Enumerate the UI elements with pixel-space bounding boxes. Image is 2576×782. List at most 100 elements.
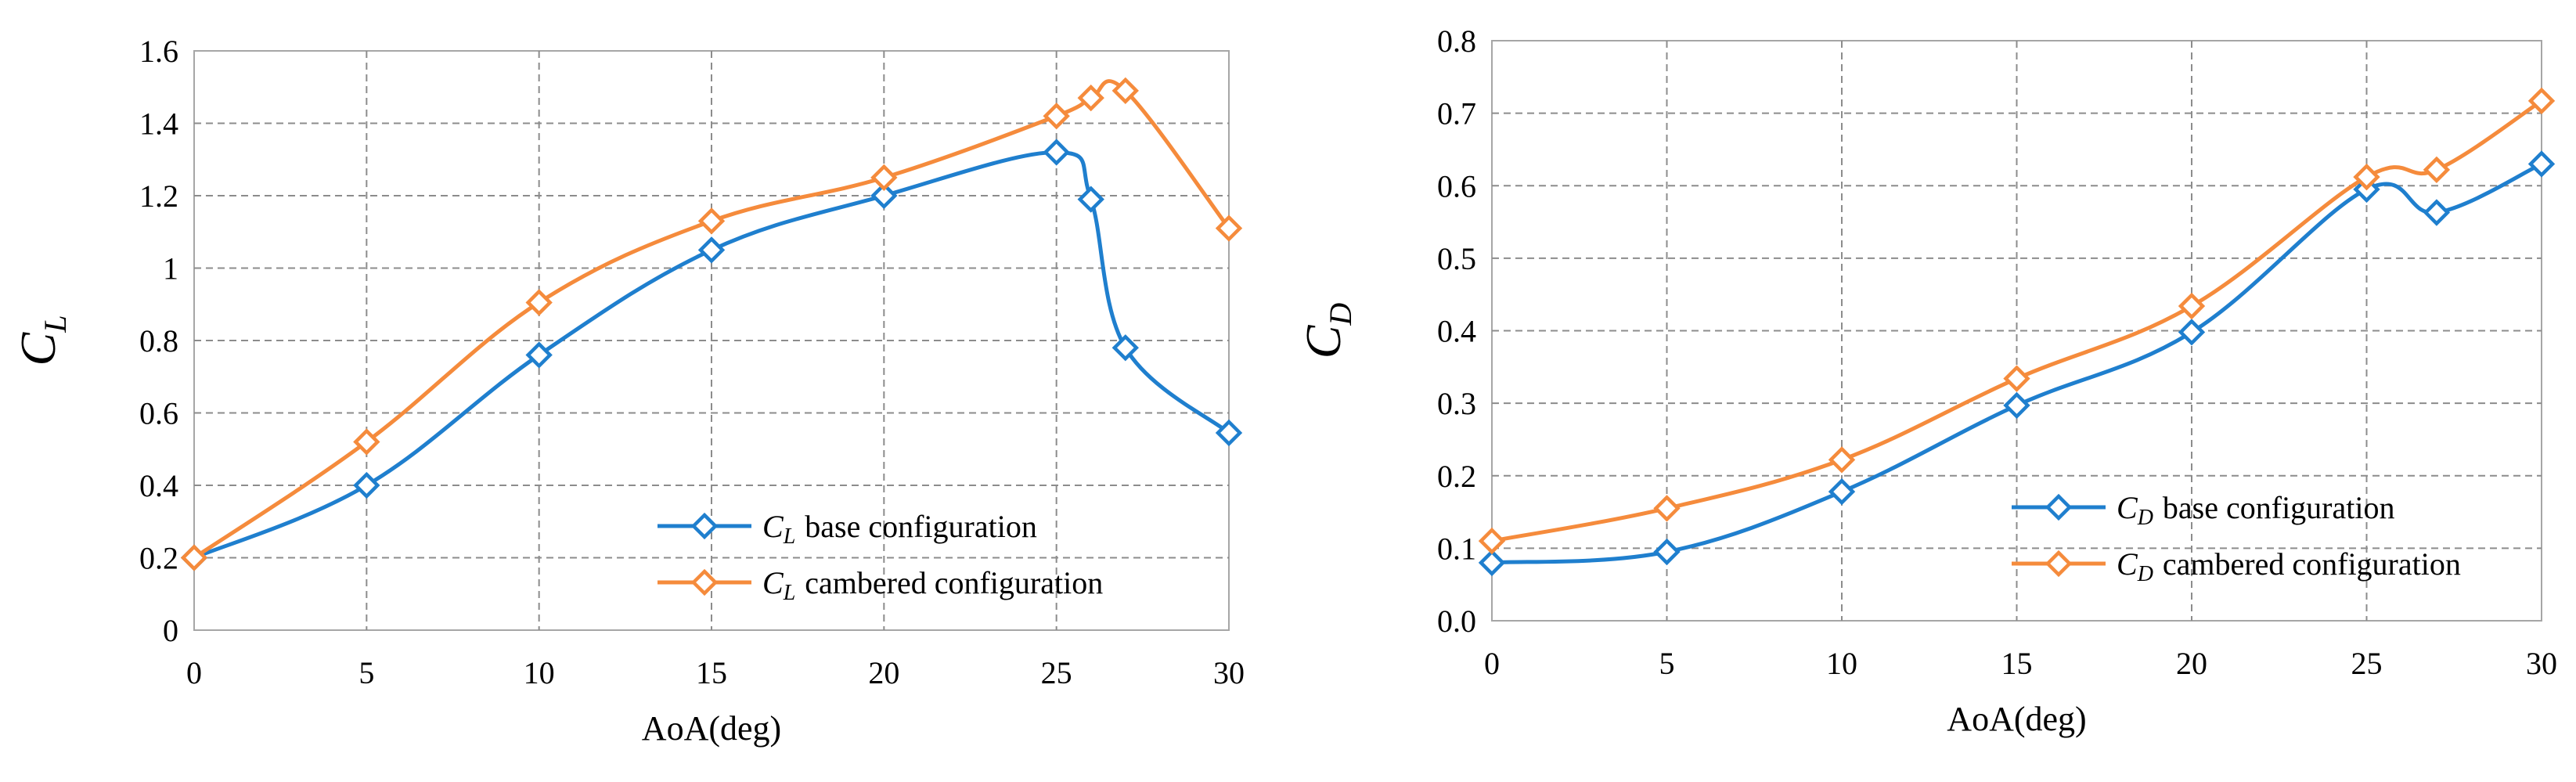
y-axis-title: CL (10, 315, 73, 366)
y-tick-label: 0.8 (1437, 23, 1476, 59)
y-axis-title-subscript: L (38, 315, 73, 333)
y-tick-label: 0.2 (139, 541, 178, 576)
series-1 (1478, 150, 2556, 577)
x-tick-label: 15 (696, 655, 727, 690)
series-2 (180, 77, 1243, 571)
y-axis-title: CD (1295, 303, 1358, 359)
x-axis-title: AoA(deg) (1947, 700, 2086, 738)
y-tick-label: 1.6 (139, 34, 178, 69)
chart-1: 0 0.2 0.4 0.6 0.8 1 1.2 1.4 1.6 0 5 10 15 20 25 30 AoA(d… (10, 34, 1245, 748)
y-tick-label: 0.5 (1437, 241, 1476, 276)
y-tick-label: 0.6 (1437, 168, 1476, 204)
y-tick-label: 0.4 (1437, 314, 1476, 349)
data-point (353, 428, 380, 456)
x-tick-label: 10 (1826, 646, 1857, 681)
series-line (193, 79, 1230, 560)
legend: CD base configuration CD cambered configura… (2012, 490, 2461, 586)
series-2 (1478, 87, 2556, 555)
legend-symbol: C (762, 565, 784, 600)
data-point (1215, 214, 1243, 242)
data-point (697, 236, 726, 264)
x-tick-label: 10 (524, 655, 555, 690)
legend-subscript: L (783, 524, 796, 549)
legend-symbol: C (762, 509, 784, 544)
y-tick-label: 0.4 (139, 468, 178, 503)
data-point (1478, 527, 1506, 555)
x-tick-label: 25 (1041, 655, 1072, 690)
data-point (1828, 477, 1856, 506)
data-point (1043, 103, 1070, 130)
y-tick-label: 0.6 (139, 396, 178, 431)
legend-label: CD base configuration (2117, 490, 2394, 530)
data-point (2527, 150, 2556, 178)
y-tick-label: 0.8 (139, 323, 178, 359)
y-axis-title-symbol: C (10, 331, 66, 366)
x-tick-label: 5 (1659, 646, 1675, 681)
series-line (1491, 162, 2543, 565)
data-point (870, 182, 898, 210)
y-tick-label: 0.7 (1437, 96, 1476, 132)
data-point (525, 289, 553, 316)
x-tick-label: 5 (358, 655, 374, 690)
data-point (2178, 319, 2206, 346)
data-point (1077, 186, 1104, 213)
legend-label: CL base configuration (762, 509, 1037, 549)
data-point (1653, 538, 1681, 566)
data-point (2178, 292, 2206, 320)
y-tick-label: 0 (163, 613, 178, 648)
data-point (1828, 446, 1856, 474)
x-tick-label: 20 (868, 655, 899, 690)
x-tick-label: 0 (1484, 646, 1500, 681)
legend-subscript: D (2137, 506, 2153, 530)
data-point (1043, 139, 1070, 166)
chart-2: 0.0 0.1 0.2 0.3 0.4 0.5 0.6 0.7 0.8 0 5 10 15 20 25 30 A… (1295, 23, 2557, 738)
legend-marker (690, 512, 719, 540)
x-axis-title: AoA(deg) (642, 709, 781, 748)
legend-marker (2045, 550, 2073, 578)
y-tick-label: 1 (163, 251, 178, 286)
data-point (1478, 549, 1506, 577)
data-point (2423, 156, 2451, 184)
legend-text: cambered configuration (2163, 546, 2461, 582)
x-tick-label: 30 (2526, 646, 2557, 681)
data-point (1111, 77, 1139, 105)
data-point (697, 207, 726, 235)
data-point (870, 164, 898, 192)
legend-text: cambered configuration (805, 565, 1103, 600)
data-point (2003, 365, 2030, 392)
legend-label: CL cambered configuration (762, 565, 1103, 605)
series-line (193, 150, 1230, 560)
x-tick-label: 0 (186, 655, 202, 690)
legend-marker (690, 568, 719, 596)
y-tick-label: 1.2 (139, 178, 178, 214)
data-point (2003, 391, 2030, 420)
data-point (2353, 163, 2380, 191)
legend-text: base configuration (805, 509, 1037, 544)
legend-subscript: L (783, 581, 796, 605)
legend-subscript: D (2137, 562, 2153, 586)
data-point (2423, 199, 2451, 226)
legend-label: CD cambered configuration (2117, 546, 2461, 586)
series-line (1491, 99, 2543, 543)
data-point (1111, 334, 1139, 362)
y-axis-title-subscript: D (1323, 303, 1358, 326)
data-point (180, 544, 208, 571)
legend-marker (2045, 493, 2073, 521)
y-tick-label: 0.3 (1437, 386, 1476, 421)
legend-text: base configuration (2163, 490, 2395, 525)
y-tick-label: 1.4 (139, 106, 178, 142)
data-point (1077, 84, 1104, 112)
x-tick-label: 20 (2176, 646, 2207, 681)
x-tick-label: 30 (1213, 655, 1245, 690)
data-point (2527, 87, 2556, 115)
x-tick-label: 15 (2001, 646, 2033, 681)
data-point (525, 341, 553, 369)
y-axis-title-symbol: C (1295, 324, 1351, 359)
data-point (1215, 419, 1243, 447)
y-tick-label: 0.2 (1437, 459, 1476, 494)
data-point (1653, 495, 1681, 522)
y-tick-label: 0.0 (1437, 604, 1476, 639)
y-tick-label: 0.1 (1437, 531, 1476, 566)
